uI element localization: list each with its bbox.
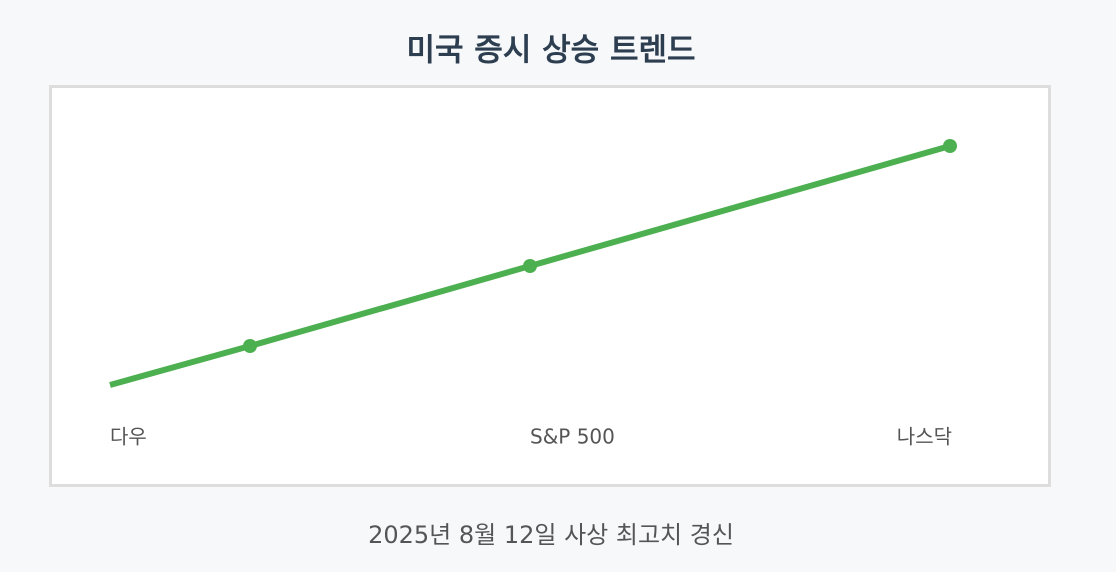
index-label: S&P 500 bbox=[530, 425, 615, 449]
trend-point bbox=[523, 259, 537, 273]
trend-point bbox=[943, 139, 957, 153]
index-label: 다우 bbox=[110, 425, 147, 449]
index-label: 나스닥 bbox=[897, 425, 952, 449]
trend-point bbox=[243, 339, 257, 353]
chart-box bbox=[49, 85, 1051, 487]
trend-line bbox=[109, 143, 951, 388]
title: 미국 증시 상승 트렌드 bbox=[406, 33, 695, 69]
caption: 2025년 8월 12일 사상 최고치 경신 bbox=[368, 521, 734, 549]
